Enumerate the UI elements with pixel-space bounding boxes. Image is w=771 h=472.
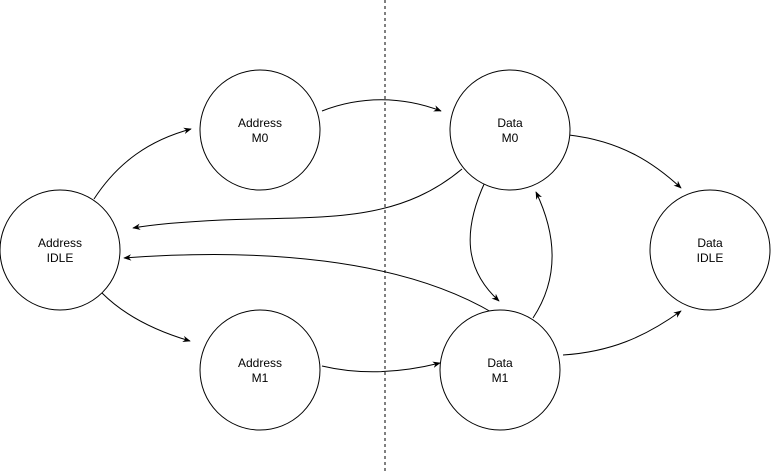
state-label-line2: IDLE (697, 251, 724, 265)
state-label-line1: Address (238, 356, 282, 370)
state-label-line1: Data (487, 356, 513, 370)
state-label-line2: IDLE (47, 251, 74, 265)
edge-data-m1-to-address-idle (123, 254, 494, 314)
edge-data-m1-to-data-idle (562, 310, 682, 356)
edge-data-m0-to-data-m1 (469, 181, 500, 302)
state-data-idle: Data IDLE (649, 189, 771, 311)
edge-address-idle-to-address-m1 (101, 292, 191, 343)
state-label-line2: M0 (502, 131, 519, 145)
edge-data-m0-to-data-idle (568, 134, 682, 189)
state-label-line1: Address (38, 236, 82, 250)
state-address-m0: Address M0 (199, 69, 321, 191)
edge-data-m0-to-address-idle (132, 168, 463, 230)
state-label-line2: M0 (252, 131, 269, 145)
state-address-m1: Address M1 (199, 309, 321, 431)
state-data-m0: Data M0 (449, 69, 571, 191)
state-label-line1: Address (238, 116, 282, 130)
state-address-idle: Address IDLE (0, 189, 121, 311)
edge-address-m1-to-data-m1 (321, 361, 441, 373)
state-label-line2: M1 (252, 371, 269, 385)
edge-address-m0-to-data-m0 (321, 99, 442, 112)
state-data-m1: Data M1 (439, 309, 561, 431)
edge-address-idle-to-address-m0 (93, 127, 192, 200)
edge-data-m1-to-data-m0 (532, 191, 553, 319)
state-label-line2: M1 (492, 371, 509, 385)
state-label-line1: Data (497, 116, 523, 130)
state-label-line1: Data (697, 236, 723, 250)
